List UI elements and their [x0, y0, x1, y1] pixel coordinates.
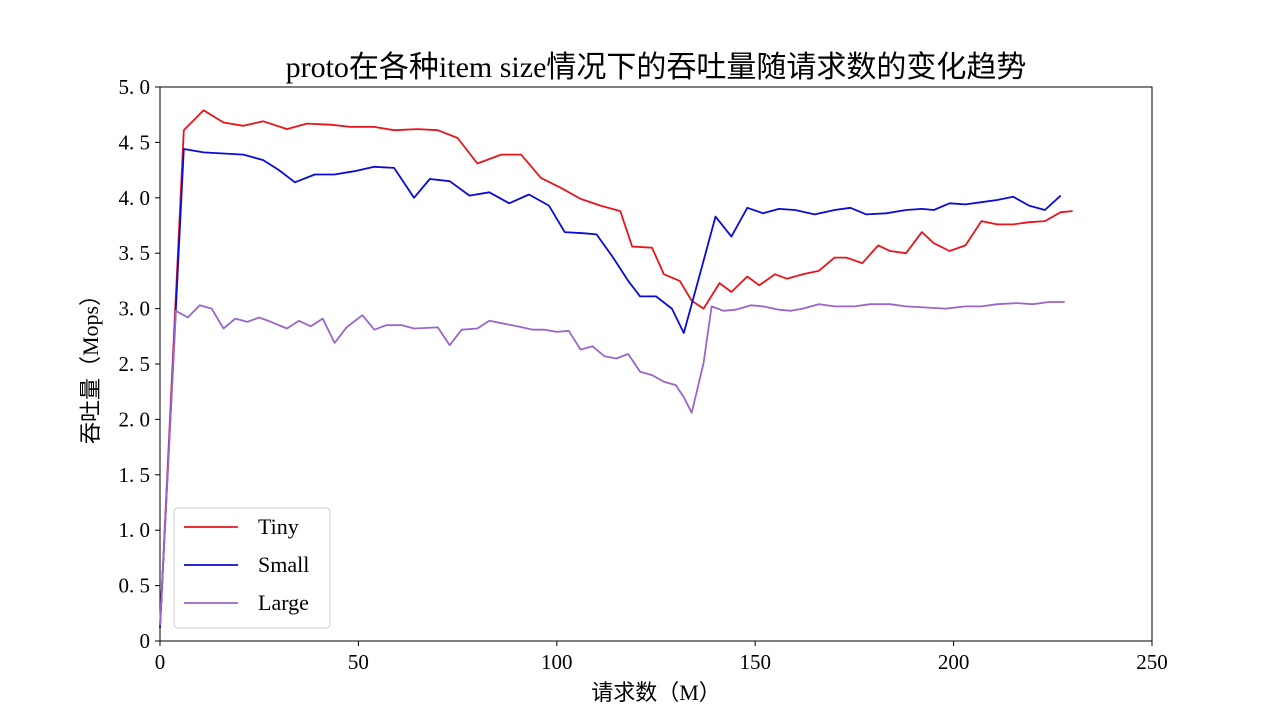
- y-tick-label: 3. 5: [119, 241, 151, 265]
- y-tick-label: 2. 0: [119, 407, 151, 431]
- y-tick-label: 4. 5: [119, 130, 151, 154]
- y-tick-label: 0: [140, 629, 151, 653]
- x-tick-label: 100: [541, 650, 573, 674]
- x-axis-label: 请求数（M）: [591, 680, 721, 705]
- series-line-small: [159, 148, 1062, 628]
- y-tick-label: 5. 0: [119, 75, 151, 99]
- legend-label-tiny: Tiny: [258, 514, 299, 539]
- legend-label-large: Large: [258, 590, 309, 615]
- legend-label-small: Small: [258, 552, 309, 577]
- legend: Tiny Small Large: [173, 507, 331, 629]
- legend-box: [173, 507, 331, 629]
- y-tick-label: 1. 0: [119, 518, 151, 542]
- x-tick-label: 0: [155, 650, 166, 674]
- y-tick-label: 4. 0: [119, 186, 151, 210]
- x-tick-label: 250: [1136, 650, 1168, 674]
- x-tick-label: 200: [938, 650, 970, 674]
- y-axis: 0 0. 5 1. 0 1. 5 2. 0 2. 5 3. 0 3. 5 4. 0 4. 5 5. …: [119, 75, 160, 653]
- y-axis-label: 吞吐量（Mops）: [78, 284, 103, 444]
- x-tick-label: 50: [348, 650, 369, 674]
- y-tick-label: 3. 0: [119, 297, 151, 321]
- x-tick-label: 150: [739, 650, 771, 674]
- y-tick-label: 2. 5: [119, 352, 151, 376]
- series-lines: [159, 109, 1073, 628]
- chart-title: proto在各种item size情况下的吞吐量随请求数的变化趋势: [286, 51, 1027, 84]
- series-line-large: [159, 301, 1065, 626]
- y-tick-label: 0. 5: [119, 574, 151, 598]
- series-line-tiny: [159, 109, 1073, 628]
- y-tick-label: 1. 5: [119, 463, 151, 487]
- x-axis: 0 50 100 150 200 250: [155, 641, 1168, 674]
